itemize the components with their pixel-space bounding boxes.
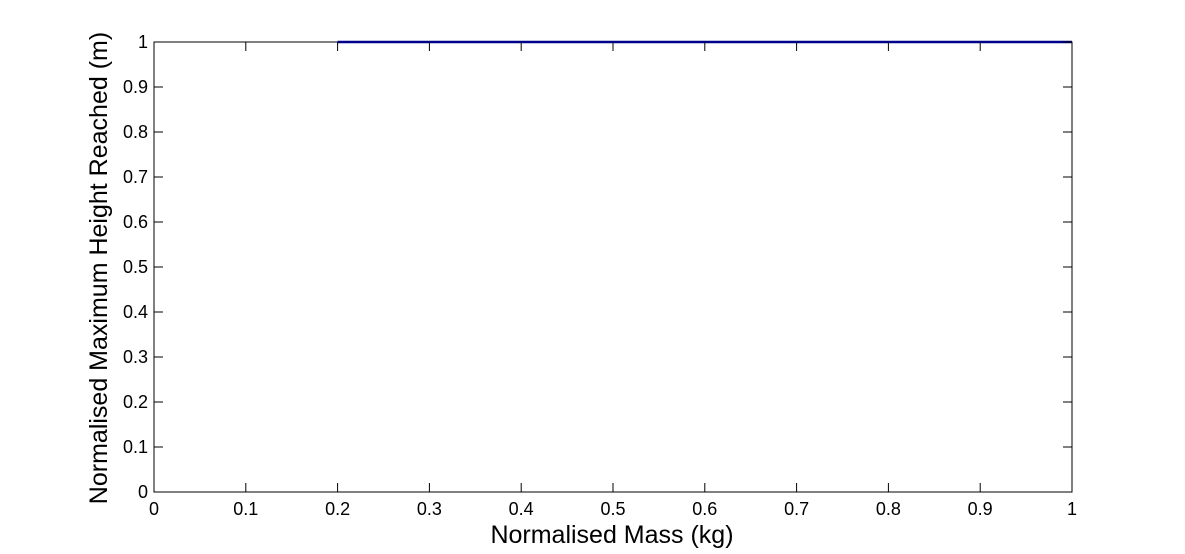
x-tick-label: 1: [1067, 499, 1077, 519]
x-tick-label: 0.5: [600, 499, 625, 519]
y-axis-label: Normalised Maximum Height Reached (m): [85, 32, 113, 504]
y-tick-label: 0.1: [123, 437, 148, 457]
x-tick-label: 0.1: [233, 499, 258, 519]
y-tick-label: 0.9: [123, 77, 148, 97]
y-tick-label: 1: [138, 32, 148, 52]
plot-area: [153, 41, 1073, 493]
y-tick-label: 0.5: [123, 257, 148, 277]
y-tick-label: 0.4: [123, 302, 148, 322]
x-tick-label: 0.8: [876, 499, 901, 519]
axes-box: [153, 41, 1073, 493]
y-tick-label: 0.6: [123, 212, 148, 232]
x-tick-label: 0.3: [417, 499, 442, 519]
x-tick-label: 0.2: [325, 499, 350, 519]
y-axis-ticks: 0 0.1 0.2 0.3 0.4 0.5 0.6 0.7 0.8 0.9 1: [123, 32, 1072, 502]
y-tick-label: 0.3: [123, 347, 148, 367]
x-axis-label: Normalised Mass (kg): [490, 521, 733, 549]
x-tick-label: 0: [149, 499, 159, 519]
y-tick-label: 0.8: [123, 122, 148, 142]
x-tick-label: 0.9: [968, 499, 993, 519]
y-tick-label: 0: [138, 482, 148, 502]
x-axis-ticks: 0 0.1 0.2 0.3 0.4 0.5 0.6 0.7 0.8 0.9 1: [149, 42, 1077, 519]
x-tick-label: 0.4: [509, 499, 534, 519]
x-tick-label: 0.7: [784, 499, 809, 519]
y-tick-label: 0.7: [123, 167, 148, 187]
y-tick-label: 0.2: [123, 392, 148, 412]
x-tick-label: 0.6: [692, 499, 717, 519]
